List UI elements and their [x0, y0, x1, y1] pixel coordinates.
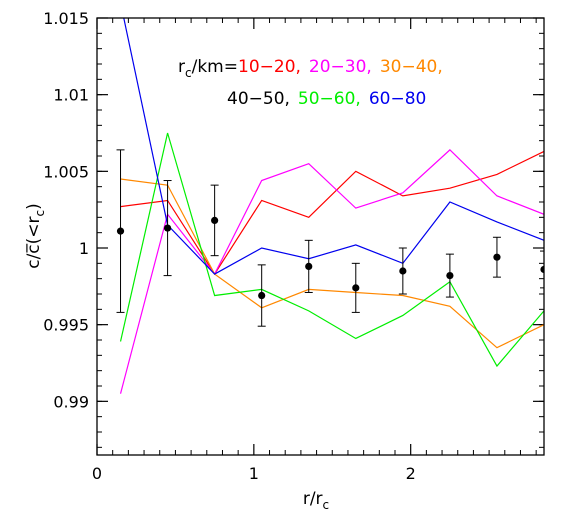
data-point: [352, 284, 360, 292]
legend-item-60-80: 60−80: [369, 89, 427, 109]
y-tick-label: 1.005: [43, 162, 89, 181]
plot-frame: [96, 17, 545, 456]
data-point: [446, 272, 454, 280]
x-tick-label: 1: [249, 464, 259, 483]
y-tick-label: 0.995: [43, 316, 89, 335]
y-axis-title-sub: c: [33, 210, 47, 217]
series-line-1: [119, 149, 544, 394]
legend-item-30-40: 30−40,: [380, 57, 443, 77]
data-point: [399, 267, 407, 275]
x-axis-title: r/rc: [303, 489, 329, 512]
y-axis-title-close: ): [24, 203, 44, 210]
legend-prefix-main: r: [178, 57, 185, 77]
x-axis-title-sub: c: [323, 498, 330, 512]
y-tick-labels: 0.99 0.995 1 1.005 1.01 1.015: [43, 9, 89, 411]
data-point: [116, 227, 125, 235]
x-tick-labels: 0 1 2: [92, 464, 416, 483]
series-line-2: [120, 178, 544, 349]
series-lines: [119, 18, 544, 394]
y-tick-label: 1.01: [53, 86, 89, 105]
data-point: [258, 291, 266, 300]
data-points: [116, 216, 544, 300]
legend-item-20-30: 20−30,: [309, 57, 372, 77]
data-point: [163, 224, 172, 232]
legend-item-50-60: 50−60,: [298, 89, 361, 109]
y-tick-label: 1.015: [43, 9, 89, 28]
x-tick-label: 2: [406, 464, 416, 483]
y-tick-label: 1: [79, 239, 89, 258]
x-tick-label: 0: [92, 464, 102, 483]
legend-row-2: 40−50, 50−60, 60−80: [227, 89, 426, 109]
data-point: [211, 216, 219, 224]
y-tick-label: 0.99: [53, 392, 89, 411]
series-line-0: [120, 150, 544, 276]
series-line-4: [119, 132, 544, 368]
legend-prefix-suffix: /km=: [192, 57, 238, 77]
legend: rc/km=10−20, 20−30, 30−40, 40−50, 50−60, 60−…: [178, 57, 443, 109]
x-axis-title-main: r/r: [303, 489, 323, 509]
legend-prefix-sub: c: [185, 66, 192, 80]
data-point: [305, 262, 313, 270]
legend-item-10-20: 10−20,: [238, 57, 301, 77]
data-point: [540, 265, 544, 274]
y-axis-title: c/c̅(<rc): [24, 203, 47, 269]
y-axis-title-main: c/c̅(<r: [24, 216, 44, 268]
minor-ticks: [97, 18, 544, 455]
plot-background: [97, 18, 544, 455]
series-line-5: [123, 18, 544, 275]
legend-item-40-50: 40−50,: [227, 89, 290, 109]
legend-row-1: rc/km=10−20, 20−30, 30−40,: [178, 57, 443, 80]
data-point: [493, 253, 501, 261]
